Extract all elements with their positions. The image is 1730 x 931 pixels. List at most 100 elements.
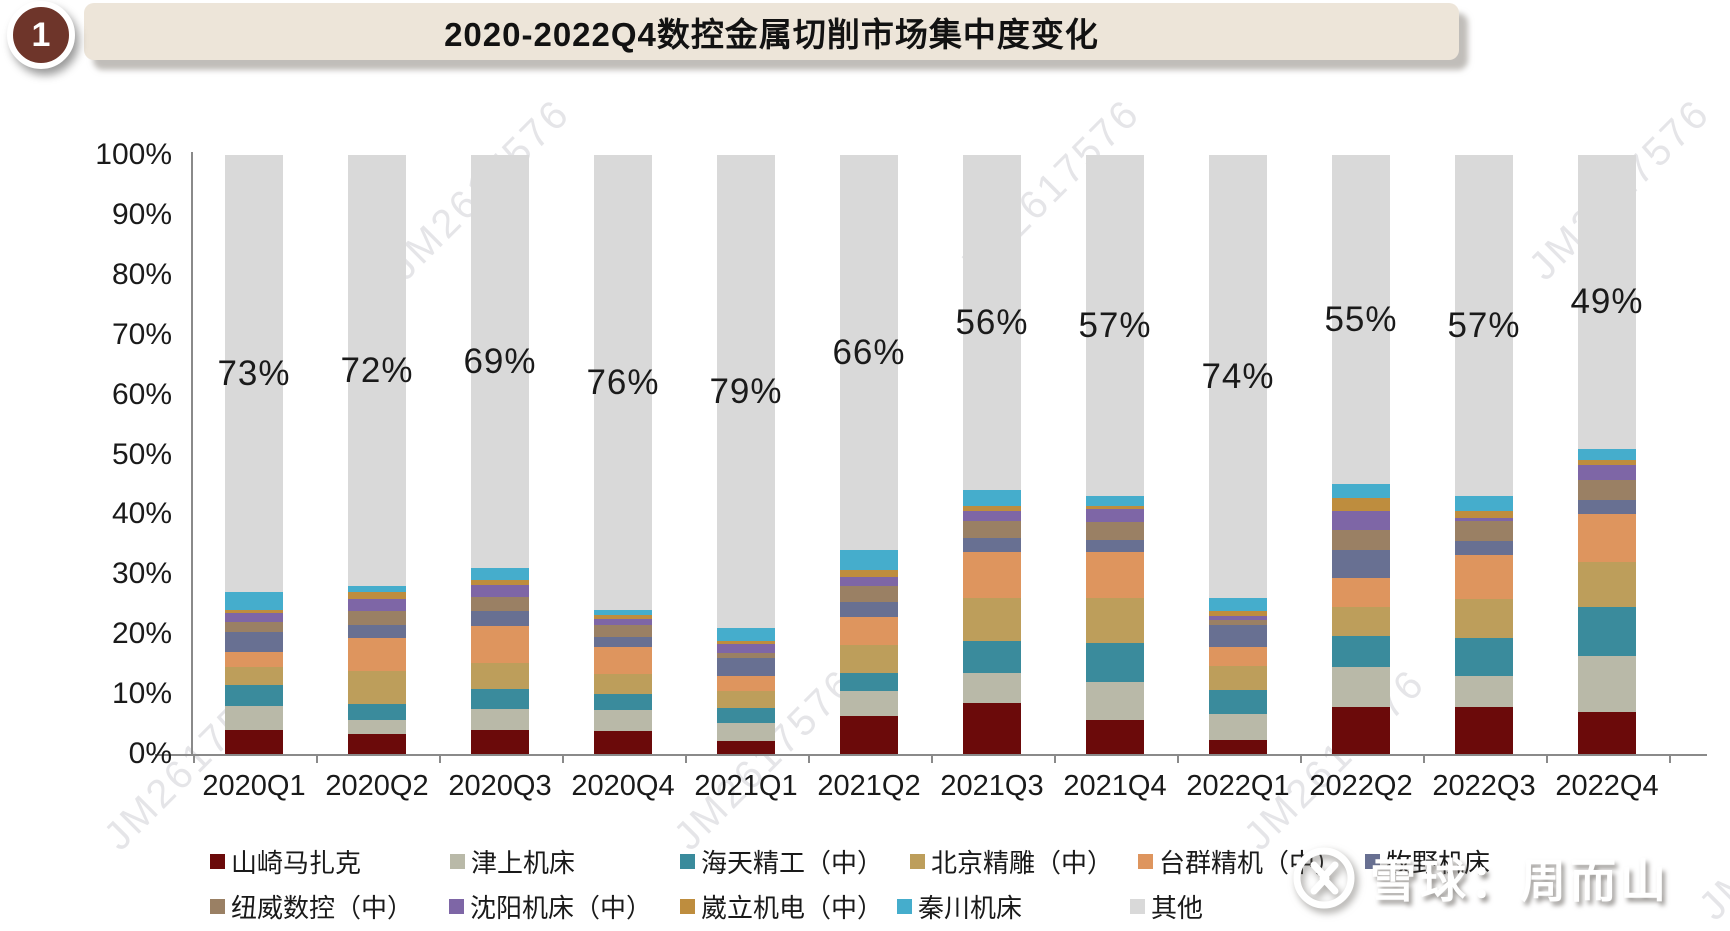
bar-segment-纽威数控（中） [1086,522,1144,541]
x-axis-label: 2020Q3 [448,770,552,802]
bar-segment-崴立机电（中） [1332,497,1390,512]
bar-segment-秦川机床 [348,586,406,593]
bar-segment-秦川机床 [1455,496,1513,511]
bar-segment-津上机床 [225,706,283,731]
bar-segment-牧野机床 [594,637,652,647]
x-axis-label: 2020Q1 [202,770,306,802]
y-axis-label: 90% [111,197,172,231]
legend-item-沈阳机床（中）: 沈阳机床（中） [449,891,652,923]
bar-segment-山崎马扎克 [594,730,652,754]
bar-segment-海天精工（中） [963,641,1021,674]
legend-item-山崎马扎克: 山崎马扎克 [210,846,361,878]
bar-value-label: 74% [1201,356,1275,396]
bar-segment-崴立机电（中） [225,609,283,614]
bar-segment-北京精雕（中） [1086,597,1144,644]
bar-segment-台群精机（中） [1209,646,1267,666]
bar-segment-海天精工（中） [717,708,775,723]
bar-segment-山崎马扎克 [348,734,406,754]
bar-segment-崴立机电（中） [840,570,898,577]
bar-segment-沈阳机床（中） [840,576,898,587]
bar-segment-海天精工（中） [1209,689,1267,714]
x-axis-label: 2021Q3 [940,770,1044,802]
bar-segment-台群精机（中） [225,651,283,667]
bar-segment-沈阳机床（中） [1455,517,1513,521]
bar-segment-牧野机床 [225,631,283,652]
bar-segment-海天精工（中） [348,703,406,721]
bar-segment-台群精机（中） [840,617,898,645]
bar-segment-津上机床 [1332,666,1390,707]
bar-segment-山崎马扎克 [471,730,529,754]
bar-segment-纽威数控（中） [1332,529,1390,551]
bar-segment-台群精机（中） [348,637,406,671]
bar-value-label: 57% [1078,305,1152,345]
bar-segment-沈阳机床（中） [1086,509,1144,523]
bar-segment-海天精工（中） [1455,638,1513,677]
bar-segment-津上机床 [717,722,775,742]
bar-segment-海天精工（中） [225,684,283,707]
bar-segment-崴立机电（中） [471,579,529,586]
x-axis-tick [1669,754,1671,763]
legend-swatch [1138,853,1153,869]
bar-value-label: 76% [586,362,660,402]
legend-label: 海天精工（中） [701,847,884,878]
legend-label: 牧野机床 [1386,847,1491,878]
bar-segment-台群精机（中） [594,646,652,674]
bar-segment-崴立机电（中） [717,641,775,645]
bar-segment-崴立机电（中） [1578,459,1636,465]
bar-segment-纽威数控（中） [717,652,775,659]
legend-label: 崴立机电（中） [701,892,884,923]
bar-segment-其他 [1086,155,1144,497]
bar-segment-北京精雕（中） [1455,598,1513,639]
bar-segment-北京精雕（中） [963,598,1021,642]
legend-swatch [910,853,925,869]
bar-segment-其他 [963,155,1021,491]
bar-segment-山崎马扎克 [1332,706,1390,754]
y-axis-label: 0% [128,737,172,770]
x-axis-label: 2022Q2 [1309,770,1413,802]
legend-label: 津上机床 [471,847,576,878]
bar-segment-纽威数控（中） [1578,479,1636,501]
bar-segment-崴立机电（中） [1209,611,1267,616]
bar-segment-牧野机床 [963,537,1021,552]
legend-label: 山崎马扎克 [231,847,362,878]
legend-swatch [450,853,465,869]
bar-segment-其他 [1455,155,1513,497]
bar-segment-沈阳机床（中） [1332,511,1390,530]
bar-segment-海天精工（中） [840,672,898,692]
bar-segment-北京精雕（中） [840,644,898,673]
bar-value-label: 66% [832,332,906,372]
bar-segment-纽威数控（中） [225,621,283,632]
bar-segment-山崎马扎克 [717,741,775,754]
bar-segment-沈阳机床（中） [594,619,652,626]
bar-segment-秦川机床 [1332,484,1390,498]
y-axis-label: 10% [111,677,172,711]
bar-segment-台群精机（中） [471,625,529,663]
bar-segment-台群精机（中） [717,675,775,692]
legend-swatch [1130,898,1145,914]
bar-segment-北京精雕（中） [717,691,775,709]
bar-segment-海天精工（中） [1332,635,1390,667]
y-axis-label: 30% [111,557,172,591]
legend-label: 台群精机（中） [1159,847,1342,878]
bar-segment-北京精雕（中） [594,673,652,695]
bar-segment-山崎马扎克 [1209,739,1267,754]
bar-segment-崴立机电（中） [963,506,1021,511]
bar-segment-秦川机床 [717,628,775,642]
legend-swatch [1365,853,1380,869]
bar-segment-崴立机电（中） [1086,506,1144,509]
bar-value-label: 57% [1447,305,1521,345]
legend-item-其他: 其他 [1130,891,1203,923]
bar-segment-牧野机床 [1209,625,1267,647]
bar-segment-北京精雕（中） [1209,665,1267,690]
bar-segment-山崎马扎克 [840,715,898,754]
bar-segment-沈阳机床（中） [963,510,1021,521]
bar-segment-北京精雕（中） [348,670,406,704]
legend-swatch [210,853,225,869]
x-axis-label: 2022Q3 [1432,770,1536,802]
legend-swatch [897,898,912,914]
x-axis-tick [439,754,441,763]
x-axis-label: 2021Q2 [817,770,921,802]
section-number-badge: 1 [7,1,75,69]
